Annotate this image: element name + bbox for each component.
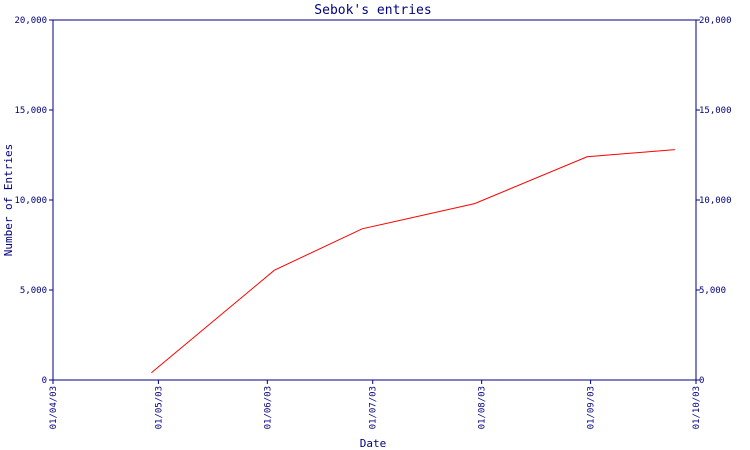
y-tick-label-right: 20,000 (699, 16, 732, 26)
x-tick-label: 01/06/03 (263, 386, 273, 429)
x-tick-label: 01/08/03 (478, 386, 488, 429)
chart-title: Sebok's entries (314, 3, 431, 18)
y-axis-left: 0 5,000 10,000 15,000 20,000 (14, 16, 53, 386)
y-tick-label-left: 5,000 (20, 286, 47, 296)
y-tick-label-right: 15,000 (699, 106, 732, 116)
series-group (151, 149, 675, 374)
plot-border (52, 19, 697, 381)
x-tick-label: 01/10/03 (692, 386, 702, 429)
y-axis-right: 0 5,000 10,000 15,000 20,000 (696, 16, 732, 386)
y-tick-label-left: 15,000 (14, 106, 47, 116)
plot-frame (52, 19, 697, 381)
x-tick-label: 01/05/03 (154, 386, 164, 429)
y-tick-label-left: 0 (42, 376, 47, 386)
x-tick-label: 01/07/03 (369, 386, 379, 429)
x-tick-label: 01/09/03 (587, 386, 597, 429)
x-axis: 01/04/03 01/05/03 01/06/03 01/07/03 01/08/03… (49, 380, 702, 429)
x-tick-label: 01/04/03 (49, 386, 59, 429)
y-tick-label-left: 10,000 (14, 196, 47, 206)
y-tick-label-right: 10,000 (699, 196, 732, 206)
y-axis-title: Number of Entries (2, 144, 15, 257)
x-axis-title: Date (360, 437, 387, 450)
y-tick-label-right: 0 (699, 376, 704, 386)
series-line-1 (151, 149, 675, 374)
y-tick-label-left: 20,000 (14, 16, 47, 26)
y-tick-label-right: 5,000 (699, 286, 726, 296)
